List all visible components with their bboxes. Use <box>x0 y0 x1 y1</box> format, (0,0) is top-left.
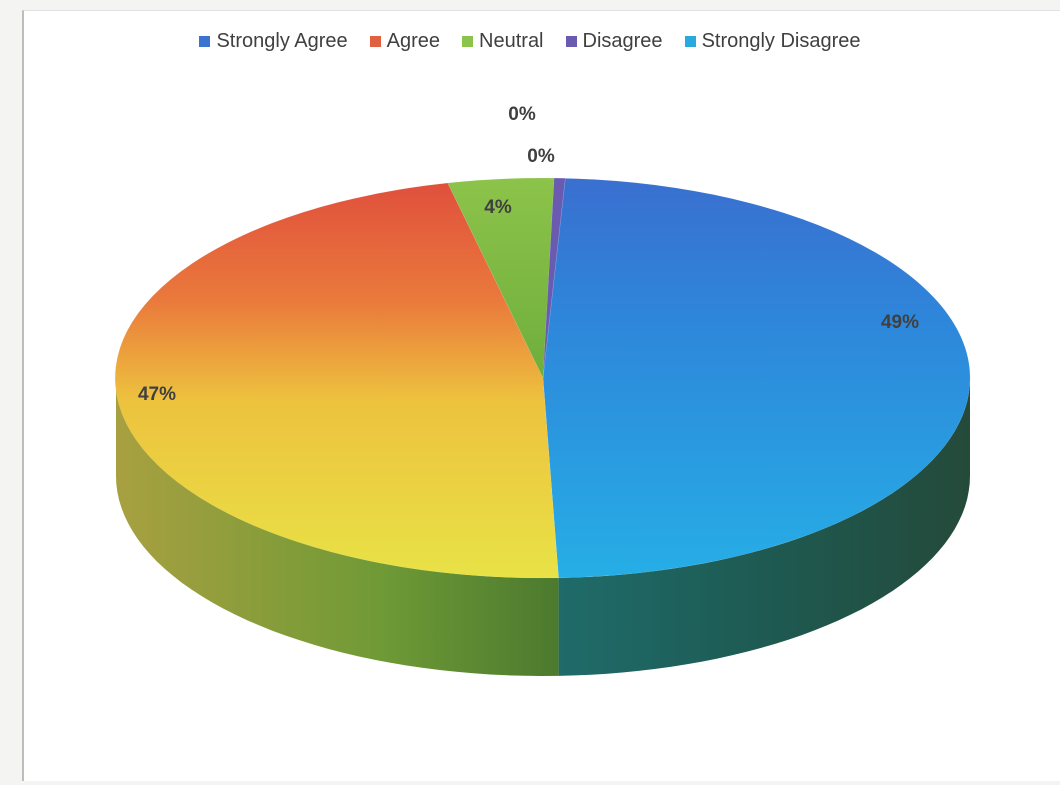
rim-agree <box>116 378 559 676</box>
legend-swatch-agree <box>369 36 381 47</box>
legend-item-neutral: Neutral <box>462 30 544 53</box>
data-label-strongly-agree: 49% <box>881 312 919 333</box>
slice-strongly-disagree <box>542 178 566 379</box>
legend-item-agree: Agree <box>369 30 441 53</box>
legend: Strongly Agree Agree Neutral Disagree St… <box>0 30 1060 53</box>
legend-swatch-strongly-agree <box>199 36 211 47</box>
slice-strongly-agree <box>542 177 971 579</box>
legend-label: Disagree <box>582 30 663 52</box>
legend-item-strongly-disagree: Strongly Disagree <box>684 30 861 53</box>
slice-neutral <box>447 177 555 379</box>
legend-label: Neutral <box>479 30 544 52</box>
data-label-strongly-disagree: 0% <box>508 104 536 125</box>
legend-swatch-disagree <box>565 36 577 47</box>
legend-swatch-strongly-disagree <box>684 36 696 47</box>
rim-strongly-agree <box>558 378 970 676</box>
legend-item-strongly-agree: Strongly Agree <box>199 30 348 53</box>
legend-label: Strongly Disagree <box>701 30 861 52</box>
legend-item-disagree: Disagree <box>565 30 663 53</box>
data-label-neutral: 4% <box>484 197 512 218</box>
slice-agree <box>114 182 559 579</box>
legend-label: Strongly Agree <box>216 30 348 52</box>
legend-label: Agree <box>386 30 441 52</box>
slice-disagree <box>542 177 566 379</box>
data-label-agree: 47% <box>138 384 176 405</box>
legend-swatch-neutral <box>462 36 474 47</box>
data-label-disagree: 0% <box>527 146 555 167</box>
